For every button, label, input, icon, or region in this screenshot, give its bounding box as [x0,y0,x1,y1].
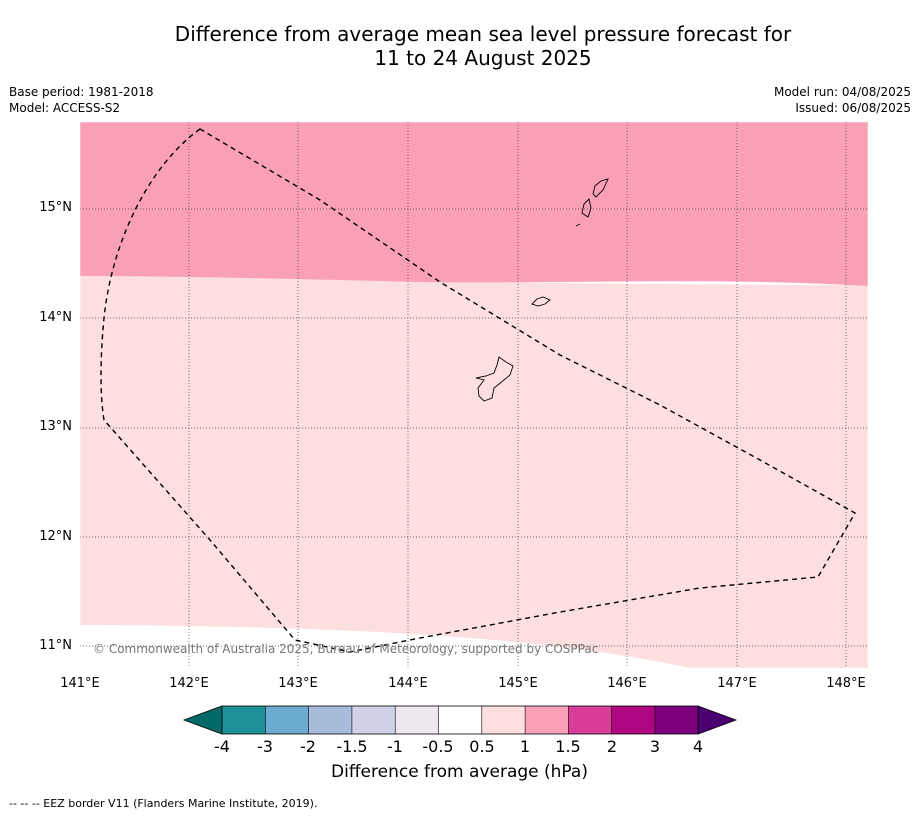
saipan-island [592,178,609,198]
map-title: Difference from average mean sea level p… [0,22,919,70]
guam-island [475,356,514,402]
pink-band [80,122,868,286]
lon-label-143e: 143°E [278,676,318,691]
colorbar-title: Difference from average (hPa) [331,762,588,782]
colorbar-bin [611,706,655,734]
base-period: Base period: 1981-2018 [9,85,154,99]
lat-label-14n: 14°N [39,310,72,325]
colorbar-outline [221,705,699,735]
lon-label-142e: 142°E [169,676,209,691]
colorbar-tick-label: -1 [387,737,403,756]
colorbar-bin [308,706,352,734]
title-line-2: 11 to 24 August 2025 [374,46,592,70]
colorbar-tick-label: 2 [606,737,618,756]
colorbar-bin [568,706,612,734]
colorbar-tick-label: 4 [692,737,704,756]
lon-label-141e: 141°E [60,676,100,691]
colorbar-extend-high [697,705,738,735]
colorbar-bin [351,706,396,734]
colorbar-bin [438,706,482,734]
colorbar-tick-label: -0.5 [422,737,454,756]
tinian-island [581,198,592,218]
meta-left: Base period: 1981-2018 Model: ACCESS-S2 [9,84,154,116]
issued-date: Issued: 06/08/2025 [795,101,911,115]
lon-label-144e: 144°E [388,676,428,691]
colorbar-tick-label: -2 [300,737,316,756]
lon-label-146e: 146°E [607,676,647,691]
colorbar-bin [395,706,439,734]
colorbar-tick-label: 1 [519,737,531,756]
aguijan-island [575,223,581,227]
map-area [80,122,868,668]
colorbar-tick-label: 3 [649,737,661,756]
rota-island [531,296,551,307]
colorbar-bin [265,706,309,734]
lon-label-147e: 147°E [717,676,757,691]
gridlines [80,122,868,668]
light-pink-band [80,275,868,668]
colorbar-dividers [264,706,656,734]
colorbar-bin [222,706,266,734]
meta-right: Model run: 04/08/2025 Issued: 06/08/2025 [774,84,911,116]
colorbar-tick-label: -4 [214,737,230,756]
lat-label-15n: 15°N [39,200,72,215]
colorbar [182,705,738,735]
colorbar-bin [655,706,698,734]
model-name: Model: ACCESS-S2 [9,101,121,115]
colorbar-bin [481,706,526,734]
lat-label-11n: 11°N [39,638,72,653]
colorbar-tick-label: -3 [257,737,273,756]
colorbar-tick-label: 1.5 [555,737,581,756]
model-run: Model run: 04/08/2025 [773,85,911,99]
copyright-notice: © Commonwealth of Australia 2025, Bureau… [93,642,599,656]
colorbar-bin [525,706,569,734]
colorbar-tick-label: -1.5 [336,737,368,756]
lon-label-148e: 148°E [826,676,866,691]
map-frame [79,121,869,669]
title-line-1: Difference from average mean sea level p… [174,22,792,46]
colorbar-tick-label: 0.5 [469,737,495,756]
colorbar-extend-low [182,705,223,735]
eez-legend-note: -- -- -- EEZ border V11 (Flanders Marine… [9,797,318,810]
lat-label-12n: 12°N [39,529,72,544]
lat-label-13n: 13°N [39,419,72,434]
lon-label-145e: 145°E [498,676,538,691]
eez-border [100,128,856,653]
